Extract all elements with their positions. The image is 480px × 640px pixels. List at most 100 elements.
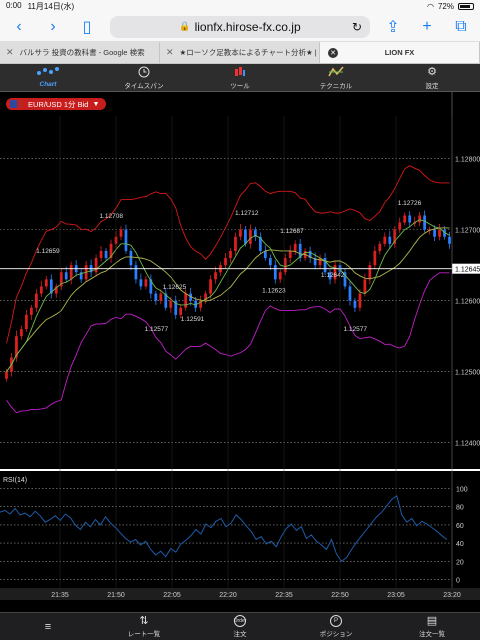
candle-body bbox=[398, 222, 402, 230]
close-tab-icon[interactable]: ✕ bbox=[6, 47, 14, 57]
x-tick-label: 22:20 bbox=[219, 592, 237, 599]
bottom-rate-list[interactable]: ⇅ レート一覧 bbox=[96, 613, 192, 640]
candle-body bbox=[214, 272, 217, 280]
bottom-order-list[interactable]: ▤ 注文一覧 bbox=[384, 613, 480, 640]
candle-body bbox=[204, 293, 207, 301]
tabs-icon[interactable]: ⧉ bbox=[455, 17, 467, 35]
candle-body bbox=[169, 300, 173, 308]
rsi-tick-label: 60 bbox=[456, 523, 464, 530]
candle-body bbox=[368, 265, 372, 280]
bottom-order[interactable]: Order 注文 bbox=[192, 613, 288, 640]
nav-timespan[interactable]: タイムスパン bbox=[96, 64, 192, 91]
x-tick-label: 22:05 bbox=[163, 592, 181, 599]
price-annotation: 1.12708 bbox=[99, 213, 123, 220]
status-time: 0:00 bbox=[6, 0, 22, 10]
app-nav: Chart タイムスパン ツール テクニカル ⚙ 設定 bbox=[0, 64, 480, 92]
current-price-marker bbox=[452, 263, 480, 274]
candle-body bbox=[408, 215, 412, 223]
candle-body bbox=[388, 236, 392, 244]
rsi-tick-label: 40 bbox=[456, 541, 464, 548]
candle-body bbox=[318, 258, 322, 266]
chevron-down-icon: ▼ bbox=[92, 100, 100, 108]
nav-settings[interactable]: ⚙ 設定 bbox=[384, 64, 480, 91]
nav-label: ツール bbox=[230, 82, 250, 90]
candle-body bbox=[139, 279, 143, 287]
order-list-icon: ▤ bbox=[426, 615, 438, 627]
candle-body bbox=[184, 293, 188, 308]
candle-body bbox=[244, 229, 247, 244]
candle-body bbox=[119, 229, 123, 237]
y-tick-label: 1.12700 bbox=[455, 228, 480, 235]
nav-tool[interactable]: ツール bbox=[192, 64, 288, 91]
bottom-label: レート一覧 bbox=[127, 631, 161, 638]
url-bar[interactable]: 🔒 lionfx.hirose-fx.co.jp ↻ bbox=[110, 15, 370, 38]
bottom-menu[interactable]: ≡ bbox=[0, 613, 96, 640]
status-date: 11月14日(水) bbox=[27, 1, 75, 11]
new-tab-icon[interactable]: + bbox=[422, 17, 432, 35]
candle-body bbox=[393, 229, 397, 244]
candle-body bbox=[194, 300, 198, 308]
share-icon[interactable]: ⇪ bbox=[386, 18, 400, 36]
nav-chart[interactable]: Chart bbox=[0, 64, 96, 91]
candle-body bbox=[403, 215, 407, 223]
candle-body bbox=[159, 293, 163, 301]
order-icon: Order bbox=[234, 615, 246, 627]
rsi-title: RSI(14) bbox=[3, 477, 27, 484]
candle-body bbox=[149, 279, 153, 294]
candle-body bbox=[179, 307, 183, 315]
browser-tab-active[interactable]: ✕ LION FX bbox=[320, 42, 480, 63]
candle-body bbox=[268, 258, 272, 266]
candle-body bbox=[209, 279, 212, 294]
bottom-label: 注文 bbox=[233, 631, 247, 638]
nav-technical[interactable]: テクニカル bbox=[288, 64, 384, 91]
bottom-position[interactable]: P ポジション bbox=[288, 613, 384, 640]
candle-body bbox=[258, 236, 262, 251]
candle-body bbox=[129, 250, 133, 266]
candle-body bbox=[383, 236, 387, 244]
browser-tab[interactable]: ✕ ★ローソク足教本によるチャート分析★ | F... bbox=[160, 42, 320, 63]
price-annotation: 1.12623 bbox=[262, 287, 286, 294]
wifi-icon: ◠ bbox=[427, 1, 434, 11]
timespan-icon bbox=[138, 66, 150, 78]
battery-percent: 72% bbox=[437, 1, 454, 11]
candle-body bbox=[254, 229, 257, 237]
x-tick-label: 22:50 bbox=[331, 592, 349, 599]
candle-body bbox=[49, 279, 53, 294]
chart-svg: 1.12800 1.12700 1.12600 1.12500 1.12400 1.126… bbox=[0, 92, 480, 600]
candle-body bbox=[189, 293, 193, 301]
current-price-label: 1.12645 bbox=[455, 267, 480, 274]
chart-area[interactable]: EUR/USD 1分 Bid ▼ 1.12800 1.12700 1.12600 1.… bbox=[0, 92, 480, 600]
candle-body bbox=[348, 286, 352, 301]
x-tick-label: 23:05 bbox=[387, 592, 405, 599]
back-icon[interactable]: ‹ bbox=[16, 17, 22, 35]
bookmarks-icon[interactable]: ▯ bbox=[82, 18, 92, 36]
candle-body bbox=[79, 272, 83, 280]
close-tab-icon[interactable]: ✕ bbox=[166, 47, 174, 57]
symbol-selector[interactable]: EUR/USD 1分 Bid ▼ bbox=[6, 98, 107, 110]
candle-body bbox=[423, 215, 426, 230]
candle-body bbox=[99, 250, 103, 259]
candle-body bbox=[94, 258, 98, 273]
close-tab-icon[interactable]: ✕ bbox=[328, 47, 338, 58]
reload-icon[interactable]: ↻ bbox=[351, 19, 362, 34]
candle-body bbox=[164, 293, 168, 308]
y-tick-label: 1.12600 bbox=[455, 299, 480, 306]
candle-body bbox=[20, 329, 23, 337]
candle-body bbox=[293, 243, 297, 251]
browser-toolbar: ‹ › ▯ 🔒 lionfx.hirose-fx.co.jp ↻ ⇪ + ⧉ bbox=[0, 12, 480, 42]
menu-icon: ≡ bbox=[44, 620, 52, 633]
candle-body bbox=[438, 229, 441, 237]
candle-body bbox=[174, 300, 178, 315]
candle-body bbox=[448, 236, 451, 244]
x-tick-label: 21:35 bbox=[51, 592, 69, 599]
symbol-label: EUR/USD 1分 Bid bbox=[28, 99, 89, 109]
candle-body bbox=[5, 371, 8, 379]
candle-body bbox=[433, 229, 436, 237]
nav-label: タイムスパン bbox=[124, 82, 164, 90]
forward-icon[interactable]: › bbox=[50, 17, 56, 35]
candle-body bbox=[124, 229, 128, 251]
y-tick-label: 1.12400 bbox=[455, 441, 480, 448]
candle-body bbox=[104, 250, 108, 259]
tab-label: LION FX bbox=[384, 48, 415, 57]
browser-tab[interactable]: ✕ バルサラ 投資の教科書 - Google 検索 bbox=[0, 42, 160, 63]
